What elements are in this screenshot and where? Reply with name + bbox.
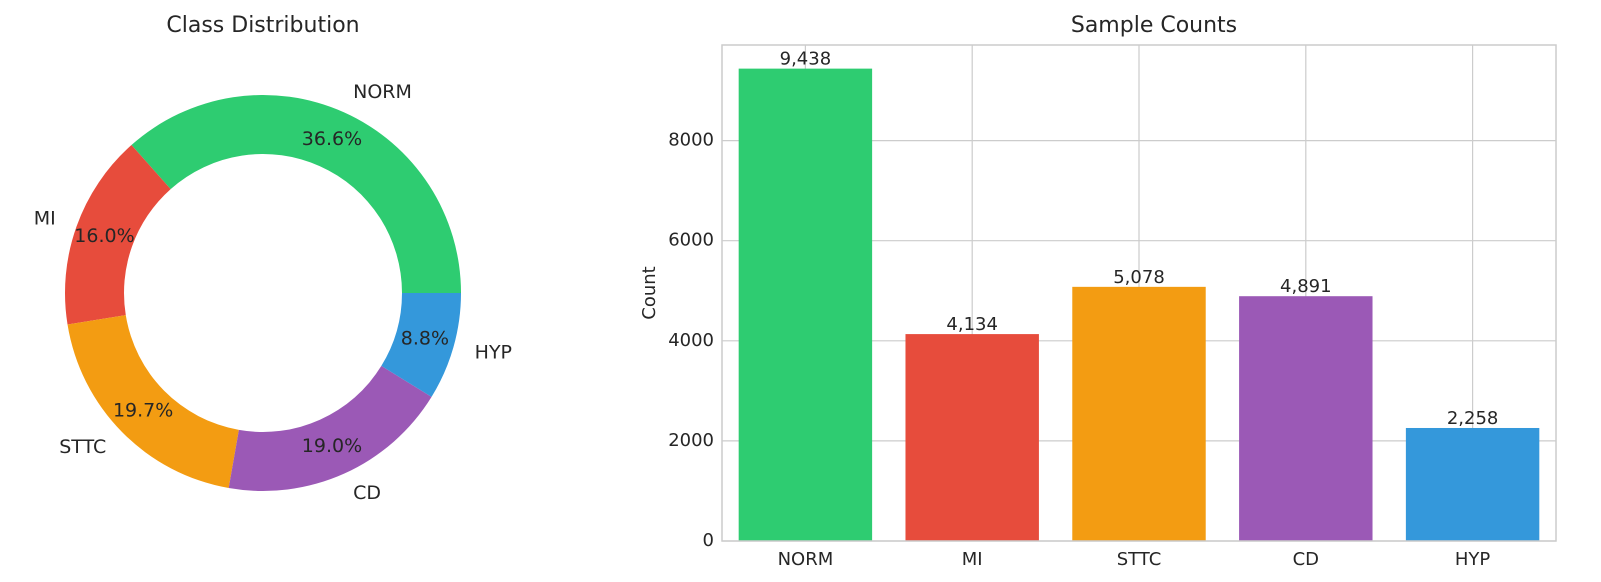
bar-hyp (1405, 427, 1540, 541)
bar-chart-panel: Sample Counts 0 2000 4000 6000 8000 NORM MI ST… (639, 13, 1557, 570)
bar-norm (738, 68, 873, 542)
bar-chart-x-tick-label-mi: MI (962, 549, 983, 570)
pie-percent-sttc: 19.7% (113, 400, 173, 422)
bar-data-label-mi: 4,134 (946, 314, 998, 335)
pie-percent-norm: 36.6% (302, 128, 362, 150)
bar-data-label-hyp: 2,258 (1447, 408, 1499, 429)
bar-chart-y-tick-label: 0 (703, 530, 714, 551)
pie-percent-labels: 36.6% 16.0% 19.7% 19.0% 8.8% (74, 128, 449, 457)
pie-percent-cd: 19.0% (302, 435, 362, 457)
pie-label-hyp: HYP (475, 341, 512, 363)
pie-wedge-cd (228, 365, 432, 491)
pie-wedge-norm (131, 95, 462, 293)
bar-chart-x-tick-label-norm: NORM (778, 549, 834, 570)
bar-mi (905, 334, 1039, 541)
pie-percent-mi: 16.0% (74, 225, 134, 247)
pie-percent-hyp: 8.8% (401, 327, 449, 349)
bar-data-label-cd: 4,891 (1280, 276, 1332, 297)
pie-wedge-sttc (67, 315, 239, 489)
bar-chart-y-tick-label: 8000 (668, 130, 714, 151)
pie-label-cd: CD (353, 482, 381, 504)
bar-chart-y-tick-label: 6000 (668, 230, 714, 251)
bar-chart-y-tick-label: 4000 (668, 330, 714, 351)
bar-chart-y-tick-label: 2000 (668, 430, 714, 451)
bar-chart-x-tick-label-hyp: HYP (1455, 549, 1491, 570)
bar-chart-data-labels: 9,438 4,134 5,078 4,891 2,258 (780, 49, 1499, 429)
bar-chart-bars (738, 68, 1540, 542)
pie-label-mi: MI (34, 208, 56, 230)
bar-chart-y-tick-labels: 0 2000 4000 6000 8000 (668, 130, 714, 551)
bar-chart-title: Sample Counts (1071, 13, 1237, 38)
pie-label-sttc: STTC (59, 436, 106, 458)
bar-chart-y-axis-label: Count (639, 266, 660, 319)
pie-category-labels: NORM MI STTC CD HYP (34, 81, 512, 504)
pie-wedge-hyp (381, 293, 461, 397)
pie-chart-title: Class Distribution (166, 13, 359, 38)
bar-chart-x-tick-label-cd: CD (1293, 549, 1319, 570)
pie-chart-panel: Class Distribution NORM MI STTC CD HYP 36.6%… (34, 13, 512, 504)
bar-chart-x-tick-labels: NORM MI STTC CD HYP (778, 549, 1491, 570)
bar-sttc (1072, 286, 1206, 541)
bar-data-label-norm: 9,438 (780, 49, 832, 70)
bar-cd (1239, 296, 1373, 541)
bar-data-label-sttc: 5,078 (1113, 267, 1165, 288)
pie-wedge-mi (65, 145, 171, 325)
pie-wedges (65, 95, 462, 491)
pie-label-norm: NORM (353, 81, 412, 103)
bar-chart-axes-frame (721, 44, 1557, 542)
bar-chart-x-tick-label-sttc: STTC (1117, 549, 1162, 570)
